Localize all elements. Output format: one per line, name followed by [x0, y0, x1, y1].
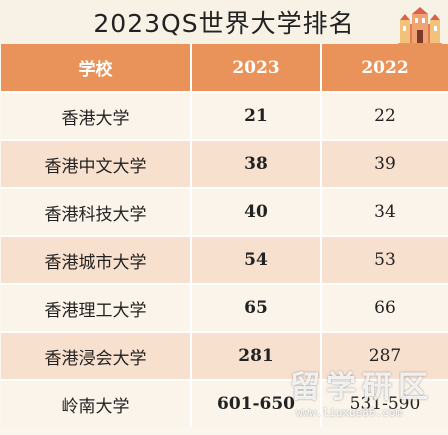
- school-name: 香港理工大学: [1, 283, 192, 332]
- table-row: 香港城市大学 54 53: [1, 235, 448, 284]
- rank-2023: 21: [191, 91, 322, 140]
- column-header-2023: 2023: [191, 44, 322, 92]
- column-header-2022: 2022: [321, 44, 448, 92]
- column-header-school: 学校: [1, 44, 192, 92]
- rank-2022: 22: [321, 91, 448, 140]
- rank-2022: 34: [321, 187, 448, 236]
- table-row: 香港理工大学 65 66: [1, 283, 448, 332]
- watermark-url: www.liuxue86.com: [296, 406, 402, 419]
- title-bar: [0, 0, 448, 44]
- page-title: 2023QS世界大学排名: [93, 9, 355, 38]
- rank-2023: 40: [191, 187, 322, 236]
- rank-2023: 281: [191, 331, 322, 380]
- school-name: 香港中文大学: [1, 139, 192, 188]
- school-name: 香港大学: [1, 91, 192, 140]
- university-building-icon: [398, 7, 442, 46]
- ranking-table: 学校 2023 2022 香港大学 21 22 香港中文大学 38 39 香港科…: [1, 44, 448, 427]
- table-row: 香港中文大学 38 39: [1, 139, 448, 188]
- watermark-text: 留学研区: [290, 370, 434, 405]
- rank-2022: 287: [321, 331, 448, 380]
- table-row: 香港浸会大学 281 287: [1, 331, 448, 380]
- rank-2022: 66: [321, 283, 448, 332]
- table-header-row: 学校 2023 2022: [1, 44, 448, 92]
- school-name: 岭南大学: [1, 379, 192, 427]
- rank-2023: 65: [191, 283, 322, 332]
- rank-2023: 54: [191, 235, 322, 284]
- table-row: 香港大学 21 22: [1, 91, 448, 140]
- school-name: 香港科技大学: [1, 187, 192, 236]
- rank-2023: 38: [191, 139, 322, 188]
- rank-2022: 39: [321, 139, 448, 188]
- table-row: 香港科技大学 40 34: [1, 187, 448, 236]
- rank-2022: 531-590: [321, 379, 448, 427]
- rank-2023: 601-650: [191, 379, 322, 427]
- school-name: 香港城市大学: [1, 235, 192, 284]
- school-name: 香港浸会大学: [1, 331, 192, 380]
- table-row: 岭南大学 601-650 531-590: [1, 379, 448, 427]
- rank-2022: 53: [321, 235, 448, 284]
